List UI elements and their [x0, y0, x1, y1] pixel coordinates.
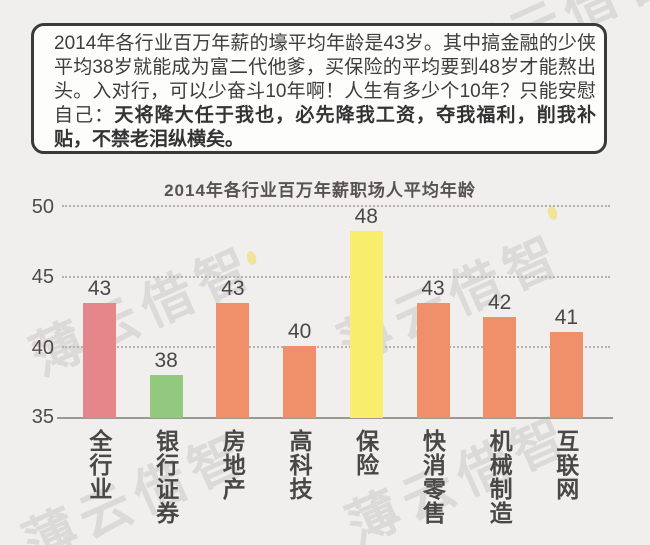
chart-bar: [149, 374, 183, 418]
category-label: 银行证券: [152, 429, 179, 525]
category-label: 机械制造: [486, 429, 513, 525]
gridline-50: [62, 205, 610, 207]
chart-bar: [349, 230, 383, 418]
intro-paragraph: 2014年各行业百万年薪的壕平均年龄是43岁。其中搞金融的少侠平均38岁就能成为…: [54, 32, 596, 152]
category-label: 房地产: [219, 429, 246, 501]
category-label: 快消零售: [419, 429, 446, 525]
category-label: 保险: [352, 429, 379, 477]
gridline-45: [62, 276, 610, 278]
chart-bar: [549, 331, 583, 418]
bar-value-label: 43: [221, 276, 245, 300]
y-tick-50: 50: [31, 196, 54, 218]
bar-value-label: 43: [421, 276, 445, 300]
bar-value-label: 43: [87, 276, 112, 300]
x-axis-line: [57, 417, 613, 419]
intro-text-box: 2014年各行业百万年薪的壕平均年龄是43岁。其中搞金融的少侠平均38岁就能成为…: [31, 23, 607, 154]
y-tick-45: 45: [31, 266, 54, 288]
chart-bar: [416, 302, 450, 418]
chart-bar: [483, 317, 517, 418]
chart-bar: [283, 346, 317, 418]
bar-value-label: 48: [354, 204, 378, 228]
y-tick-35: 35: [31, 406, 54, 428]
y-tick-40: 40: [31, 337, 54, 359]
category-label: 高科技: [285, 429, 312, 501]
gridline-40: [62, 346, 610, 348]
chart-bar: [216, 302, 250, 418]
bar-value-label: 40: [287, 320, 312, 343]
intro-text-regular: 2014年各行业百万年薪的壕平均年龄是43岁。其中搞金融的少侠平均38岁就能成为…: [54, 33, 596, 126]
category-label: 互联网: [552, 429, 579, 501]
intro-text-bold: 天将降大任于我也，必先降我工资，夺我福利，削我补贴，不禁老泪纵横矣。: [54, 105, 596, 150]
chart-title: 2014年各行业百万年薪职场人平均年龄: [164, 181, 476, 200]
category-label: 全行业: [85, 429, 112, 501]
chart-bar: [83, 302, 116, 418]
bar-value-label: 42: [488, 291, 512, 315]
bar-value-label: 38: [154, 348, 178, 372]
bar-value-label: 41: [554, 305, 579, 329]
watermark-bulb-accent: [546, 204, 559, 222]
